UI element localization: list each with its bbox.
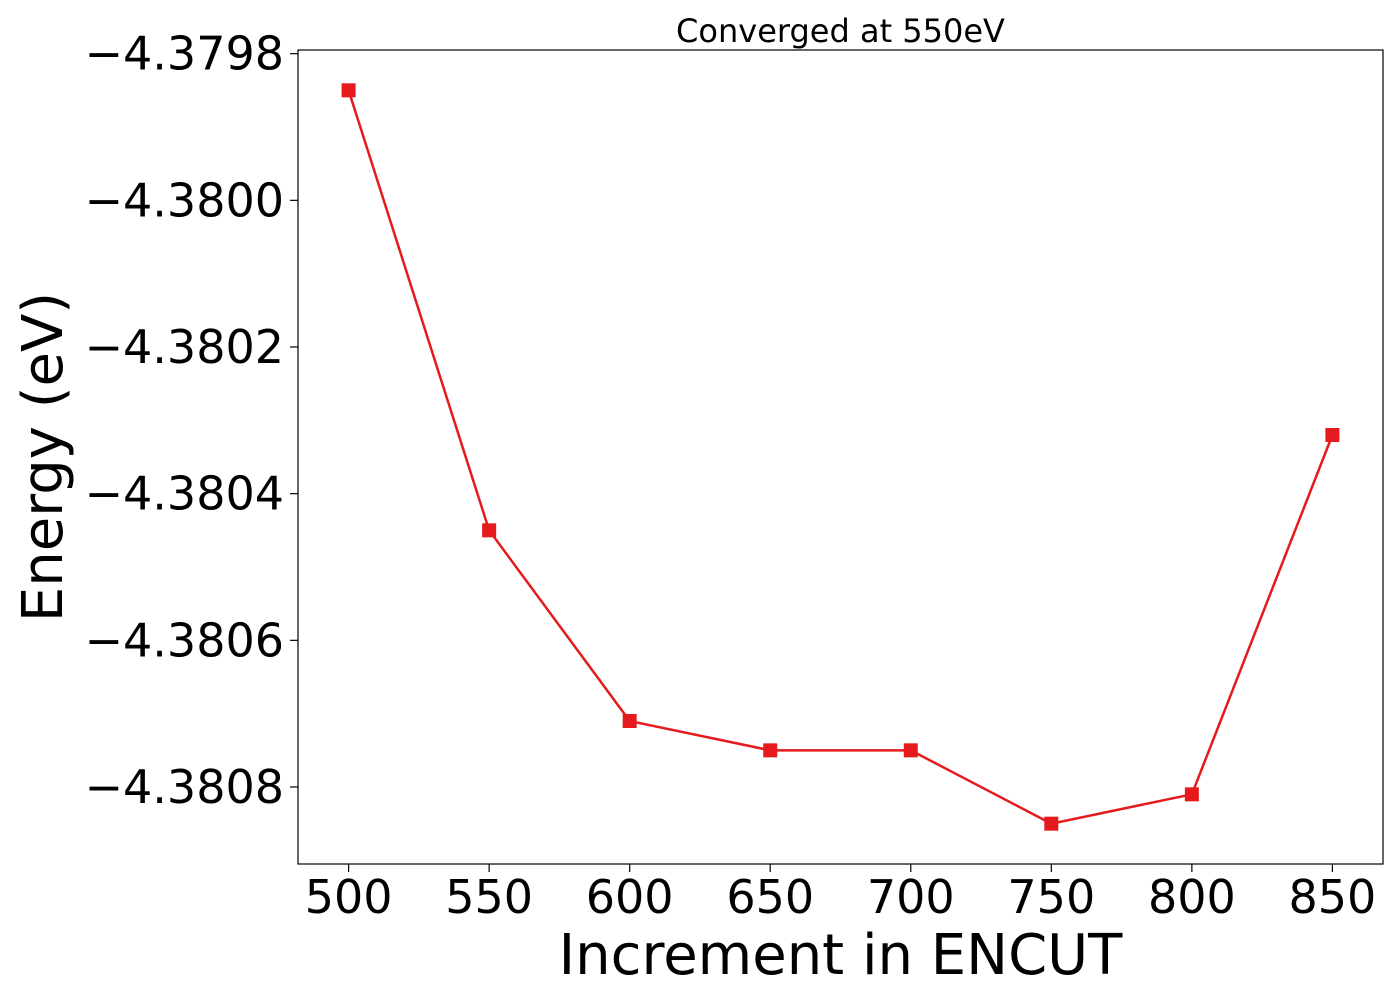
data-point-marker [622,714,637,728]
data-point-marker [1184,787,1199,802]
data-point-marker [903,743,918,758]
y-tick-label: −4.3804 [85,467,285,521]
plot-area-frame [297,49,1384,865]
series [341,83,1340,831]
y-tick-label: −4.3808 [85,760,285,814]
x-tick-label: 850 [1288,870,1376,924]
y-tick-label: −4.3802 [85,320,285,374]
x-axis-title: Increment in ENCUT [559,923,1124,988]
x-tick-label: 600 [586,870,674,924]
x-tick-label: 500 [305,870,393,924]
y-tick-label: −4.3800 [85,173,285,227]
x-tick-label: 650 [726,870,814,924]
data-point-marker [1325,428,1340,442]
x-tick-label: 750 [1007,870,1095,924]
x-tick-label: 550 [445,870,533,924]
data-point-marker [1044,816,1059,831]
y-tick-label: −4.3798 [85,27,285,81]
series-line [347,89,1334,825]
data-point-marker [482,523,497,538]
ticks: 500 550 600 650 700 750 800 850 −4.3798 −4.3800 −4… [85,27,1377,924]
y-axis-title: Energy (eV) [11,292,76,622]
data-point-marker [763,743,778,758]
y-tick-label: −4.3806 [85,613,285,667]
x-tick-label: 800 [1148,870,1236,924]
x-tick-label: 700 [867,870,955,924]
chart-title: Converged at 550eV [676,12,1005,50]
data-point-marker [341,83,356,98]
